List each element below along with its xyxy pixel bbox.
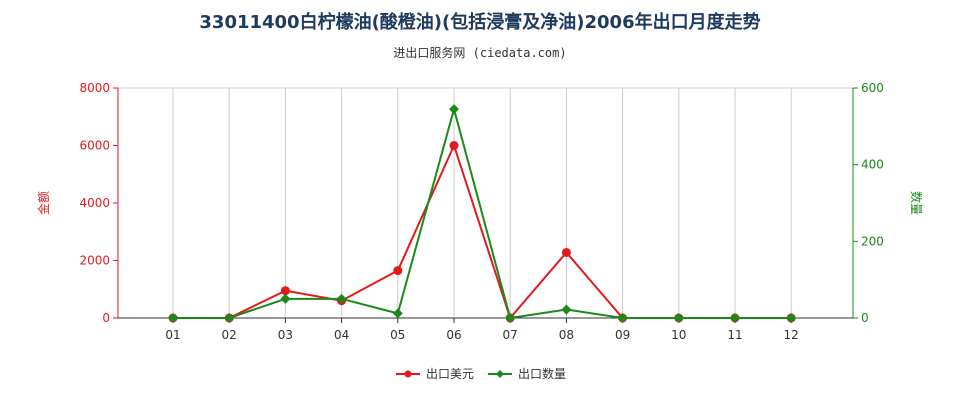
quantity-point bbox=[786, 313, 797, 323]
plot-area bbox=[117, 87, 854, 319]
x-tick-label: 12 bbox=[784, 328, 799, 342]
x-tick-label: 01 bbox=[165, 328, 180, 342]
legend: 出口美元 出口数量 bbox=[396, 366, 566, 381]
y-left-tick-label: 8000 bbox=[79, 81, 110, 95]
x-tick-label: 07 bbox=[503, 328, 518, 342]
y-axis-label-left: 金额 bbox=[36, 191, 51, 215]
amount-point bbox=[561, 247, 571, 257]
x-tick-label: 10 bbox=[671, 328, 686, 342]
quantity-point bbox=[505, 313, 516, 323]
y-right-tick-label: 0 bbox=[861, 311, 869, 325]
series-line-amount bbox=[173, 142, 792, 321]
series-points bbox=[168, 104, 797, 323]
series-lines bbox=[173, 105, 792, 321]
x-tick-label: 11 bbox=[727, 328, 742, 342]
quantity-point bbox=[168, 313, 178, 323]
series-line-quantity bbox=[173, 105, 792, 320]
x-tick-label: 08 bbox=[559, 328, 574, 342]
axes: 0 2000 4000 6000 8000 0 200 400 600 01 02 03 04 05 06 0… bbox=[79, 81, 883, 342]
x-tick-label: 05 bbox=[390, 328, 405, 342]
x-tick-label: 03 bbox=[278, 328, 293, 342]
y-right-tick-label: 600 bbox=[861, 81, 884, 95]
quantity-point bbox=[730, 313, 740, 323]
y-right-tick-label: 200 bbox=[861, 234, 884, 248]
x-tick-label: 06 bbox=[446, 328, 461, 342]
x-tick-label: 09 bbox=[615, 328, 630, 342]
y-left-tick-label: 6000 bbox=[79, 139, 110, 153]
legend-marker-quantity bbox=[496, 370, 504, 378]
chart-title: 33011400白柠檬油(酸橙油)(包括浸膏及净油)2006年出口月度走势 bbox=[199, 12, 761, 33]
quantity-point bbox=[561, 304, 572, 315]
legend-label: 出口数量 bbox=[518, 366, 566, 381]
y-left-tick-label: 4000 bbox=[79, 196, 110, 210]
quantity-point bbox=[673, 313, 684, 323]
amount-point bbox=[393, 266, 403, 276]
y-right-tick-label: 400 bbox=[861, 158, 884, 172]
amount-point bbox=[280, 286, 290, 296]
x-tick-label: 02 bbox=[222, 328, 237, 342]
quantity-point bbox=[224, 313, 235, 323]
quantity-point bbox=[280, 293, 291, 304]
legend-marker-amount bbox=[404, 370, 412, 378]
y-left-tick-label: 0 bbox=[102, 311, 110, 325]
chart-subtitle: 进出口服务网 (ciedata.com) bbox=[393, 46, 567, 60]
amount-point bbox=[449, 141, 459, 150]
y-left-tick-label: 2000 bbox=[79, 254, 110, 268]
legend-label: 出口美元 bbox=[426, 367, 474, 381]
y-axis-label-right: 数量 bbox=[909, 191, 924, 215]
quantity-point bbox=[617, 313, 628, 323]
grid-lines bbox=[117, 87, 854, 319]
quantity-point bbox=[336, 293, 347, 304]
quantity-point bbox=[449, 104, 459, 115]
quantity-point bbox=[392, 308, 403, 319]
x-tick-label: 04 bbox=[334, 328, 349, 342]
